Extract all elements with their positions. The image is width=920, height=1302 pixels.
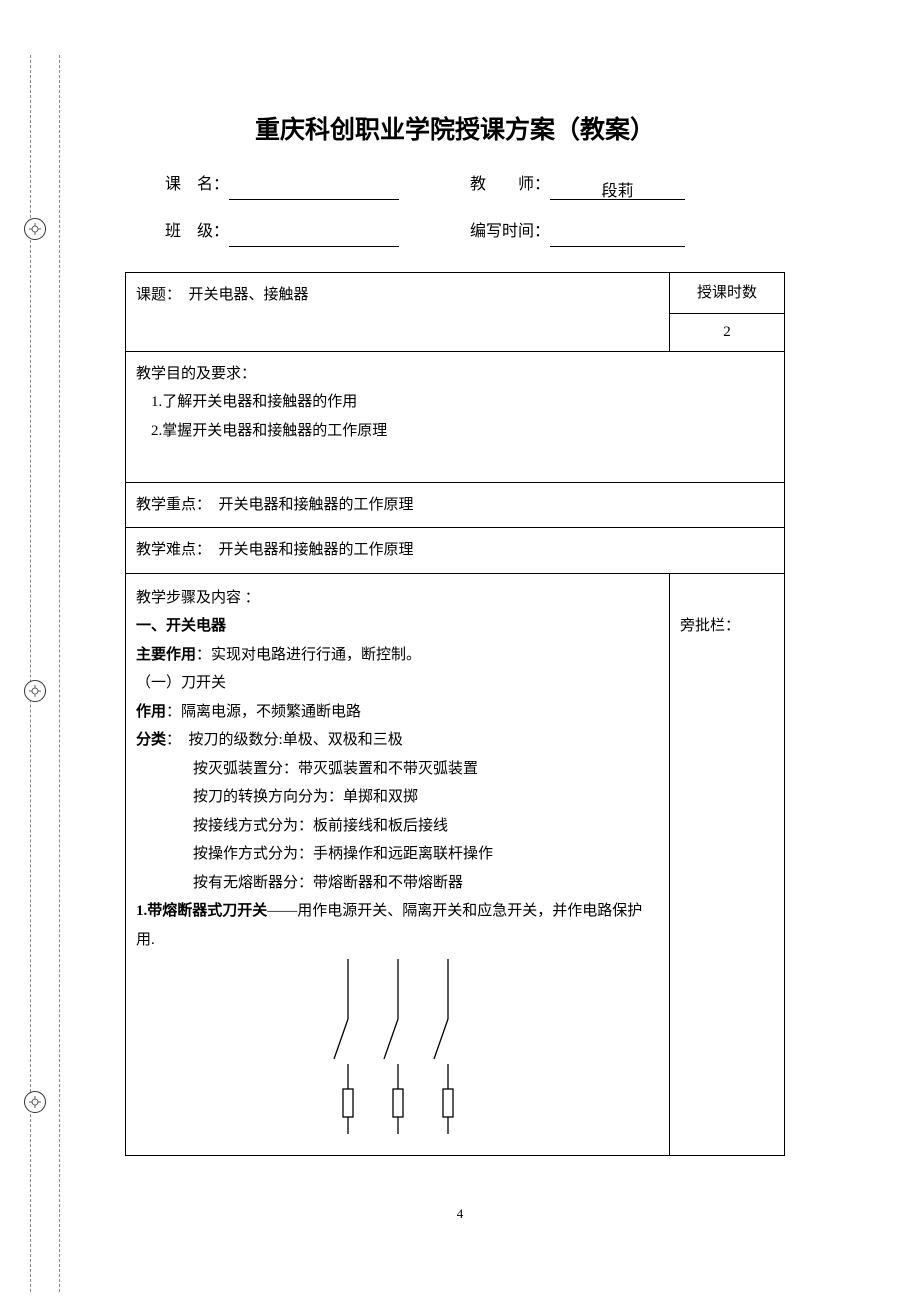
binding-hole — [24, 1091, 46, 1113]
notes-cell: 旁批栏： — [670, 573, 785, 1155]
lesson-plan-table: 课题： 开关电器、接触器 授课时数 2 教学目的及要求： 1.了解开关电器和接触… — [125, 272, 785, 1156]
main-function-label: 主要作用 — [136, 647, 196, 663]
field-row-2: 班 级： 编写时间： — [165, 218, 785, 247]
function-label: 作用 — [136, 704, 166, 720]
class-label: 班 级： — [165, 218, 229, 247]
date-label: 编写时间： — [470, 218, 550, 247]
steps-label: 教学步骤及内容 ： — [136, 590, 260, 606]
teacher-label: 教 师： — [470, 171, 550, 200]
difficulty-label: 教学难点： — [136, 542, 204, 558]
objectives-label: 教学目的及要求： — [136, 366, 256, 382]
difficulty-cell: 教学难点： 开关电器和接触器的工作原理 — [126, 528, 785, 574]
date-value — [550, 225, 685, 247]
notes-label: 旁批栏： — [680, 618, 740, 634]
course-label: 课 名： — [165, 171, 229, 200]
cat4: 按接线方式分为：板前接线和板后接线 — [136, 812, 659, 841]
objectives-cell: 教学目的及要求： 1.了解开关电器和接触器的作用 2.掌握开关电器和接触器的工作… — [126, 351, 785, 482]
document-title: 重庆科创职业学院授课方案（教案） — [125, 110, 785, 146]
topic-label: 课题： — [136, 287, 174, 303]
cat1: 按刀的级数分:单极、双极和三极 — [189, 732, 403, 748]
field-row-1: 课 名： 教 师： 段莉 — [165, 171, 785, 200]
cat5: 按操作方式分为：手柄操作和远距离联杆操作 — [136, 840, 659, 869]
steps-cell: 教学步骤及内容 ： 一、开关电器 主要作用：实现对电路进行行通，断控制。 （一）… — [126, 573, 670, 1155]
main-function-text: ：实现对电路进行行通，断控制。 — [196, 647, 421, 663]
topic-value: 开关电器、接触器 — [189, 287, 309, 303]
sub1-title: （一）刀开关 — [136, 675, 226, 691]
page-content: 重庆科创职业学院授课方案（教案） 课 名： 教 师： 段莉 班 级： 编写时间： — [125, 110, 785, 1156]
objective-1: 1.了解开关电器和接触器的作用 — [136, 388, 774, 417]
topic-cell: 课题： 开关电器、接触器 — [126, 272, 670, 351]
keypoint-value: 开关电器和接触器的工作原理 — [219, 497, 414, 513]
category-colon: ： — [166, 732, 174, 748]
category-label: 分类 — [136, 732, 166, 748]
keypoint-label: 教学重点： — [136, 497, 204, 513]
teacher-value: 段莉 — [550, 178, 685, 200]
difficulty-value: 开关电器和接触器的工作原理 — [219, 542, 414, 558]
class-value — [229, 225, 399, 247]
section1-title: 一、开关电器 — [136, 618, 226, 634]
cat6: 按有无熔断器分：带熔断器和不带熔断器 — [136, 869, 659, 898]
header-fields: 课 名： 教 师： 段莉 班 级： 编写时间： — [165, 171, 785, 247]
function-text: ：隔离电源，不频繁通断电路 — [166, 704, 361, 720]
keypoint-cell: 教学重点： 开关电器和接触器的工作原理 — [126, 482, 785, 528]
circuit-diagram — [136, 959, 659, 1145]
item1-label: 1.带熔断器式刀开关 — [136, 903, 267, 919]
objective-2: 2.掌握开关电器和接触器的工作原理 — [136, 417, 774, 446]
page-number: 4 — [0, 1206, 920, 1222]
course-value — [229, 178, 399, 200]
binding-hole — [24, 218, 46, 240]
cat3: 按刀的转换方向分为：单掷和双掷 — [136, 783, 659, 812]
hours-value: 2 — [670, 314, 785, 352]
binding-hole — [24, 680, 46, 702]
cat2: 按灭弧装置分：带灭弧装置和不带灭弧装置 — [136, 755, 659, 784]
hours-label: 授课时数 — [670, 272, 785, 314]
